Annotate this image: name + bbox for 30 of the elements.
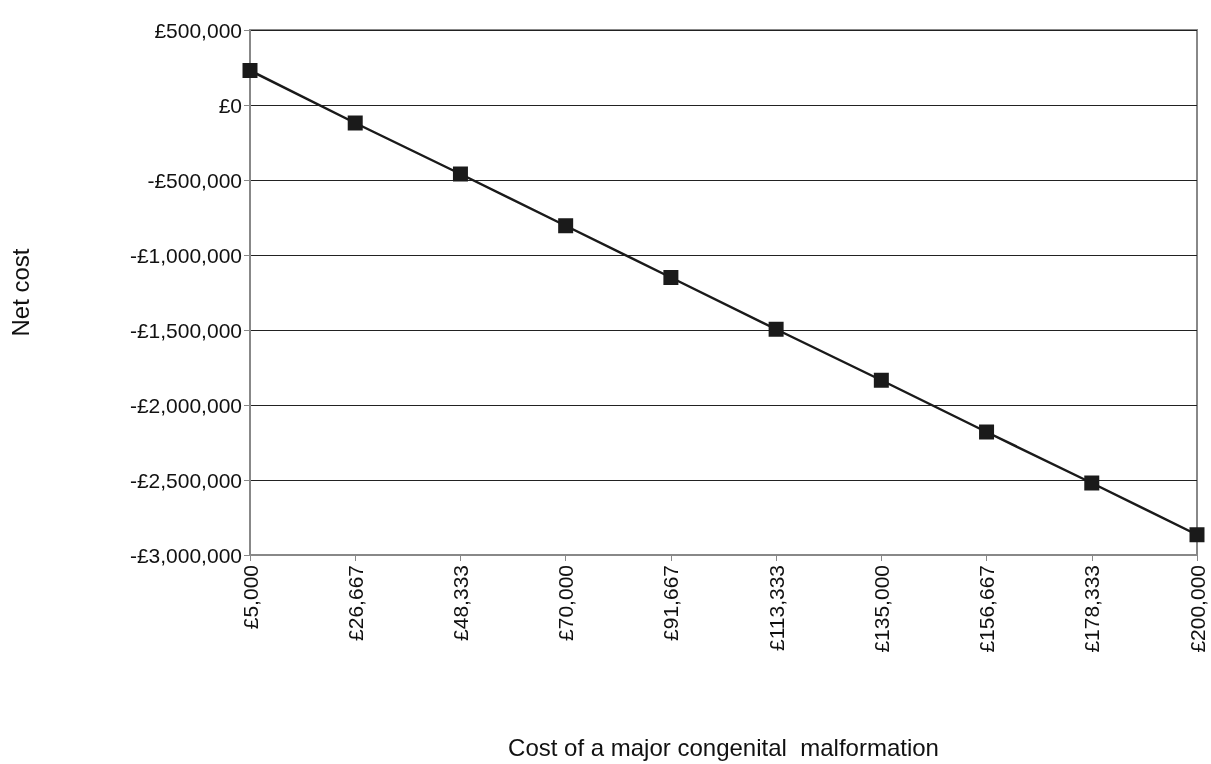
x-tick-label: £135,000	[869, 565, 893, 653]
y-tick-label: £0	[218, 93, 242, 117]
point	[452, 166, 468, 182]
y-tick-label: -£2,000,000	[129, 393, 242, 417]
point	[768, 321, 784, 337]
x-tick-label: £113,333	[764, 565, 788, 652]
y-tick-label: -£1,000,000	[129, 243, 242, 267]
y-tick-label: -£3,000,000	[129, 543, 242, 567]
x-tick-label: £91,667	[659, 565, 683, 641]
x-tick-label: £70,000	[554, 565, 578, 641]
point	[979, 424, 995, 440]
point	[558, 218, 574, 234]
x-tick-label: £178,333	[1080, 565, 1104, 653]
point	[663, 270, 679, 285]
point	[347, 115, 363, 131]
x-tick-label: £200,000	[1185, 565, 1209, 653]
x-tick-label: £48,333	[448, 565, 472, 641]
point	[1189, 527, 1205, 543]
point	[1084, 475, 1100, 491]
x-tick-label: £26,667	[343, 565, 367, 641]
y-tick-label: -£500,000	[147, 168, 242, 192]
y-tick-label: -£2,500,000	[129, 468, 242, 492]
point	[873, 372, 889, 388]
x-tick-label: £156,667	[975, 565, 999, 653]
x-axis-title: Cost of a major congenital malformation	[508, 733, 939, 761]
x-tick-label: £5,000	[238, 565, 262, 630]
y-axis-title: Net cost	[6, 248, 34, 337]
y-tick-label: £500,000	[154, 18, 242, 42]
y-tick-label: -£1,500,000	[129, 318, 242, 342]
point	[242, 63, 258, 78]
